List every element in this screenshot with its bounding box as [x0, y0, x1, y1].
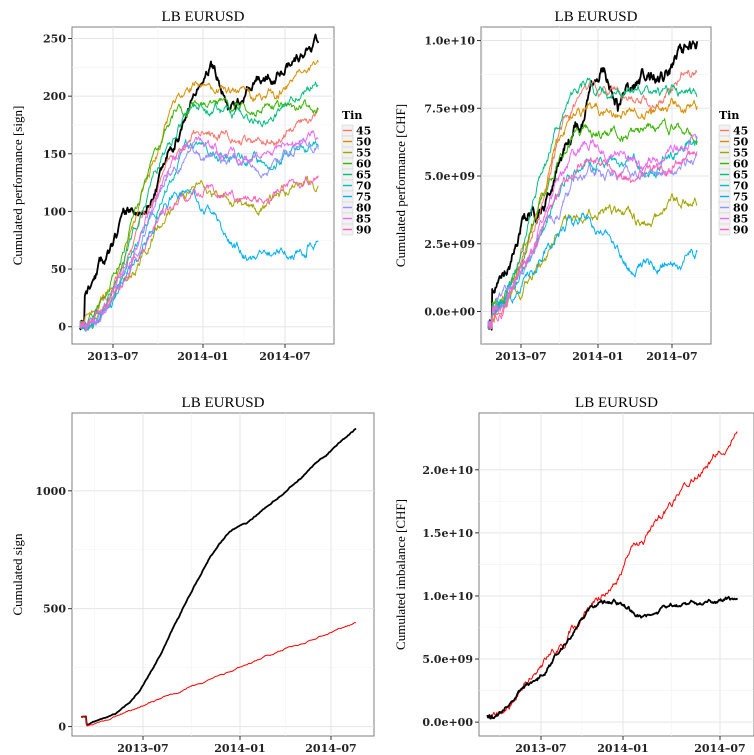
y-tick-label: 1.0e+10 — [424, 35, 475, 48]
series-line-1 — [486, 595, 739, 720]
legend-label: 65 — [733, 169, 748, 182]
series-line-45 — [79, 108, 319, 331]
y-axis-label: Cumulated sign — [10, 533, 25, 615]
y-axis-label: Cumulated imbalance [CHF] — [393, 499, 408, 650]
legend-label: 90 — [356, 224, 372, 237]
series-line-65 — [487, 77, 698, 328]
plot-area — [478, 412, 754, 737]
series-line-75 — [487, 212, 698, 329]
series-line-45 — [487, 69, 698, 329]
x-tick-label: 2013–07 — [515, 742, 566, 755]
plot-area — [71, 412, 375, 737]
y-tick-label: 500 — [43, 603, 66, 616]
x-tick-label: 2013–07 — [87, 350, 138, 363]
chart-title: LB EURUSD — [575, 395, 658, 411]
y-tick-label: 250 — [43, 33, 66, 46]
x-tick-label: 2014–07 — [259, 350, 310, 363]
y-tick-label: 150 — [43, 148, 66, 161]
legend-label: 80 — [356, 202, 372, 215]
legend-label: 85 — [733, 213, 748, 226]
chart-title: LB EURUSD — [162, 9, 245, 25]
y-tick-label: 2.5e+09 — [424, 238, 475, 251]
legend-label: 90 — [733, 224, 749, 237]
legend-title: Tin — [719, 109, 739, 122]
legend-label: 75 — [356, 191, 371, 204]
legend-label: 45 — [356, 125, 371, 138]
x-tick-label: 2014–07 — [646, 350, 697, 363]
y-tick-label: 0.0e+00 — [422, 716, 473, 729]
series-line-80 — [487, 151, 698, 329]
y-tick-label: 7.5e+09 — [424, 102, 475, 115]
series-line-50 — [79, 59, 319, 328]
series-line-1 — [80, 622, 356, 727]
y-axis-label: Cumulated performance [CHF] — [393, 104, 408, 267]
gridlines — [479, 413, 754, 736]
x-tick-label: 2014–01 — [597, 742, 648, 755]
y-tick-label: 1.0e+10 — [422, 590, 473, 603]
series-line-0 — [486, 431, 738, 720]
x-tick-label: 2014–01 — [177, 350, 228, 363]
x-tick-label: 2014–07 — [305, 742, 356, 755]
series-line-0 — [80, 427, 357, 726]
legend-label: 80 — [733, 202, 749, 215]
chart-panel-3: 0 500 1000 2013–07 2014–01 2014–07 LB EURUSD Cu… — [10, 395, 375, 755]
x-tick-label: 2014–01 — [214, 742, 265, 755]
series-line-70 — [487, 137, 698, 328]
legend-title: Tin — [342, 109, 362, 122]
chart-title: LB EURUSD — [182, 395, 265, 411]
y-tick-label: 2.0e+10 — [422, 464, 473, 477]
series-line-85 — [79, 130, 319, 332]
chart-title: LB EURUSD — [555, 9, 638, 25]
y-tick-label: 5.0e+09 — [422, 653, 473, 666]
legend-label: 50 — [356, 136, 372, 149]
gridlines — [72, 413, 374, 736]
chart-panel-2: 0.0e+00 2.5e+09 5.0e+09 7.5e+09 1.0e+10 2013–… — [393, 9, 749, 363]
legend-label: 70 — [733, 180, 749, 193]
legend-label: 60 — [356, 158, 372, 171]
series-line-50 — [487, 97, 698, 329]
chart-panel-4: 0.0e+00 5.0e+09 1.0e+10 1.5e+10 2.0e+10 2013–… — [393, 395, 754, 755]
x-tick-label: 2013–07 — [495, 350, 546, 363]
y-tick-label: 0 — [58, 721, 66, 734]
legend-label: 70 — [356, 180, 372, 193]
chart-panel-1: 0 50 100 150 200 250 2013–07 2014–01 2014–07 LB E… — [10, 9, 372, 363]
y-tick-label: 1.5e+10 — [422, 527, 473, 540]
series-line-90 — [487, 150, 698, 329]
legend-label: 60 — [733, 158, 749, 171]
y-tick-label: 5.0e+09 — [424, 170, 475, 183]
x-tick-label: 2014–07 — [694, 742, 745, 755]
legend-label: 85 — [356, 213, 371, 226]
y-tick-label: 0 — [58, 321, 66, 334]
series-line-90 — [79, 175, 319, 328]
series-line-60 — [487, 118, 698, 329]
y-tick-label: 200 — [43, 90, 66, 103]
legend-label: 50 — [733, 136, 749, 149]
legend-label: 65 — [356, 169, 371, 182]
legend-label: 55 — [356, 147, 371, 160]
y-tick-label: 1000 — [35, 485, 66, 498]
legend-label: 55 — [733, 147, 748, 160]
series-line-55 — [487, 193, 698, 330]
x-tick-label: 2014–01 — [572, 350, 623, 363]
legend-label: 75 — [733, 191, 748, 204]
legend-label: 45 — [733, 125, 748, 138]
y-axis-label: Cumulated performance [sign] — [10, 106, 25, 266]
y-tick-label: 0.0e+00 — [424, 305, 475, 318]
series-line-80 — [79, 137, 319, 329]
y-tick-label: 100 — [43, 205, 66, 218]
y-tick-label: 50 — [51, 263, 67, 276]
x-tick-label: 2013–07 — [117, 742, 168, 755]
